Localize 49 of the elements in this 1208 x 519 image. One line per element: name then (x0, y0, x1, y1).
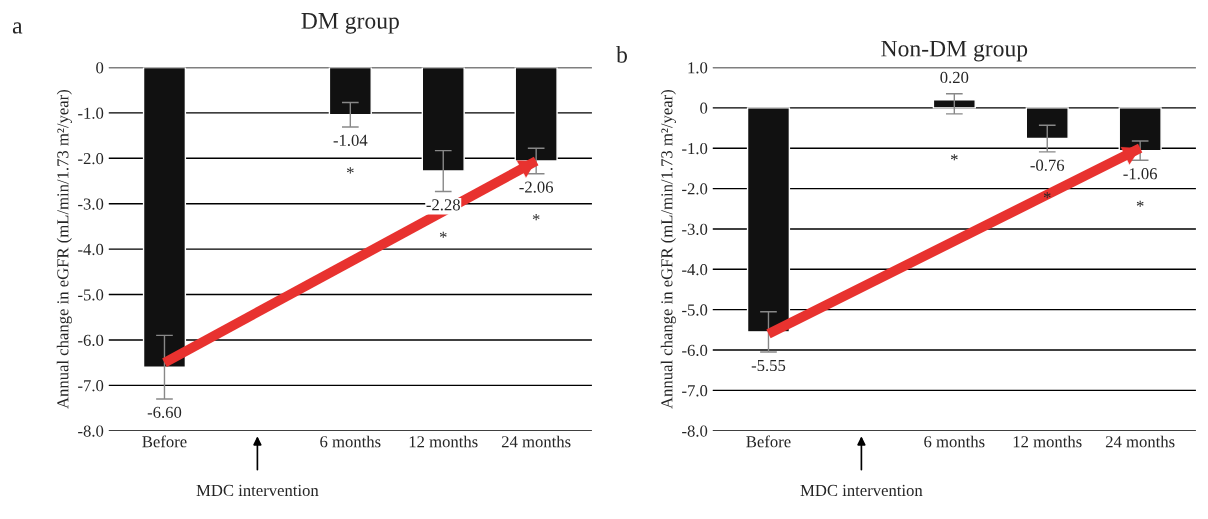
data-label: -2.28 (426, 199, 460, 211)
data-label: -5.55 (751, 359, 786, 372)
data-label: -6.60 (147, 406, 182, 419)
data-label: -1.04 (333, 134, 368, 147)
y-tick-label: -6.0 (78, 334, 104, 346)
y-tick-label: 0 (96, 62, 104, 74)
x-tick-label: 12 months (409, 435, 478, 448)
text: MDC intervention (800, 484, 923, 497)
data-label: -1.06 (1123, 168, 1158, 180)
y-tick-label: -1.0 (682, 142, 708, 155)
y-axis-title: Annual change in eGFR (mL/min/1.73 m²/year) (56, 89, 72, 409)
y-tick-label: -3.0 (78, 198, 104, 210)
data-label: 0.20 (940, 71, 969, 84)
annotation: * (439, 231, 447, 238)
x-tick-label: Before (142, 435, 187, 448)
data-label: -0.76 (1030, 159, 1065, 171)
annotation: * (1136, 200, 1144, 207)
x-tick-label: 24 months (501, 435, 571, 448)
y-tick-label: -2.0 (682, 183, 708, 195)
text: b (616, 46, 627, 63)
x-tick-label: 12 months (1013, 435, 1082, 448)
y-tick-label: -3.0 (682, 223, 708, 235)
x-tick-label: 6 months (320, 435, 381, 448)
y-tick-label: -7.0 (682, 385, 708, 397)
chart-title: DM group (301, 13, 399, 34)
x-tick-label: Before (746, 435, 791, 448)
annotation: * (346, 167, 354, 174)
y-tick-label: 0 (700, 102, 708, 114)
y-tick-label: -5.0 (78, 289, 104, 301)
annotation: * (532, 214, 540, 221)
y-tick-label: -5.0 (682, 304, 708, 316)
y-tick-label: -4.0 (78, 243, 104, 256)
y-tick-label: -6.0 (682, 344, 708, 357)
x-tick-label: 6 months (924, 435, 985, 448)
annotation: * (1043, 192, 1051, 199)
y-tick-label: 1.0 (688, 62, 708, 74)
text: MDC intervention (196, 484, 319, 497)
y-tick-label: -8.0 (682, 425, 708, 437)
y-tick-label: -2.0 (78, 152, 104, 165)
data-label: -2.06 (519, 181, 554, 193)
y-axis-title: Annual change in eGFR (mL/min/1.73 m²/year) (660, 89, 676, 409)
y-tick-label: -8.0 (78, 425, 104, 437)
annotation: * (950, 154, 958, 161)
chart-title: Non-DM group (881, 40, 1028, 62)
y-tick-label: -1.0 (78, 107, 104, 119)
x-tick-label: 24 months (1105, 435, 1175, 448)
y-tick-label: -7.0 (78, 380, 104, 392)
y-tick-label: -4.0 (682, 264, 708, 276)
text: a (12, 22, 23, 34)
